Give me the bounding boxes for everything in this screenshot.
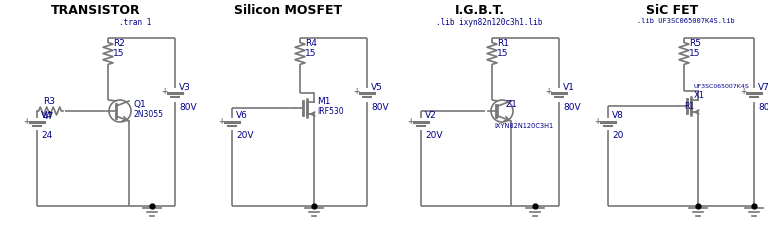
Text: R1: R1 xyxy=(684,102,694,111)
Text: 47: 47 xyxy=(43,112,55,121)
Text: 15: 15 xyxy=(497,49,508,58)
Text: V5: V5 xyxy=(371,84,383,93)
Text: +: + xyxy=(161,88,167,97)
Text: 20V: 20V xyxy=(425,131,442,140)
Text: SiC FET: SiC FET xyxy=(646,4,698,17)
Text: Q1: Q1 xyxy=(133,100,146,109)
Text: .lib UF3SC065007K4S.lib: .lib UF3SC065007K4S.lib xyxy=(637,18,735,24)
Text: R3: R3 xyxy=(43,97,55,106)
Text: X1: X1 xyxy=(694,91,705,100)
Text: 20V: 20V xyxy=(236,131,253,140)
Text: +: + xyxy=(407,117,413,126)
Text: V4: V4 xyxy=(41,111,53,120)
Text: V1: V1 xyxy=(563,84,575,93)
Text: V7: V7 xyxy=(758,84,768,93)
Text: 15: 15 xyxy=(689,49,700,58)
Text: UF3SC065007K4S: UF3SC065007K4S xyxy=(694,84,750,89)
Text: 20: 20 xyxy=(612,131,624,140)
Text: 80V: 80V xyxy=(371,104,389,113)
Text: 2N3055: 2N3055 xyxy=(133,110,163,119)
Text: R5: R5 xyxy=(689,39,701,48)
Text: +: + xyxy=(23,117,29,126)
Text: +: + xyxy=(594,117,600,126)
Text: 15: 15 xyxy=(113,49,124,58)
Text: 80V: 80V xyxy=(563,104,581,113)
Text: +: + xyxy=(353,88,359,97)
Text: V2: V2 xyxy=(425,111,437,120)
Text: .tran 1: .tran 1 xyxy=(119,18,151,27)
Text: +: + xyxy=(545,88,551,97)
Text: 80V: 80V xyxy=(758,104,768,113)
Text: R1: R1 xyxy=(497,39,509,48)
Text: R4: R4 xyxy=(305,39,317,48)
Text: M1: M1 xyxy=(317,97,330,106)
Text: Silicon MOSFET: Silicon MOSFET xyxy=(234,4,342,17)
Text: 80V: 80V xyxy=(179,104,197,113)
Text: I.G.B.T.: I.G.B.T. xyxy=(455,4,505,17)
Text: Z1: Z1 xyxy=(506,100,518,109)
Text: +: + xyxy=(740,88,746,97)
Text: V6: V6 xyxy=(236,111,248,120)
Text: TRANSISTOR: TRANSISTOR xyxy=(51,4,141,17)
Text: IRF530: IRF530 xyxy=(317,107,343,116)
Text: V8: V8 xyxy=(612,111,624,120)
Text: 24: 24 xyxy=(41,131,52,140)
Text: 15: 15 xyxy=(305,49,316,58)
Text: IXYN82N120C3H1: IXYN82N120C3H1 xyxy=(494,123,553,129)
Text: +: + xyxy=(218,117,224,126)
Text: V3: V3 xyxy=(179,84,191,93)
Text: R2: R2 xyxy=(113,39,125,48)
Text: .lib ixyn82n120c3h1.lib: .lib ixyn82n120c3h1.lib xyxy=(435,18,542,27)
